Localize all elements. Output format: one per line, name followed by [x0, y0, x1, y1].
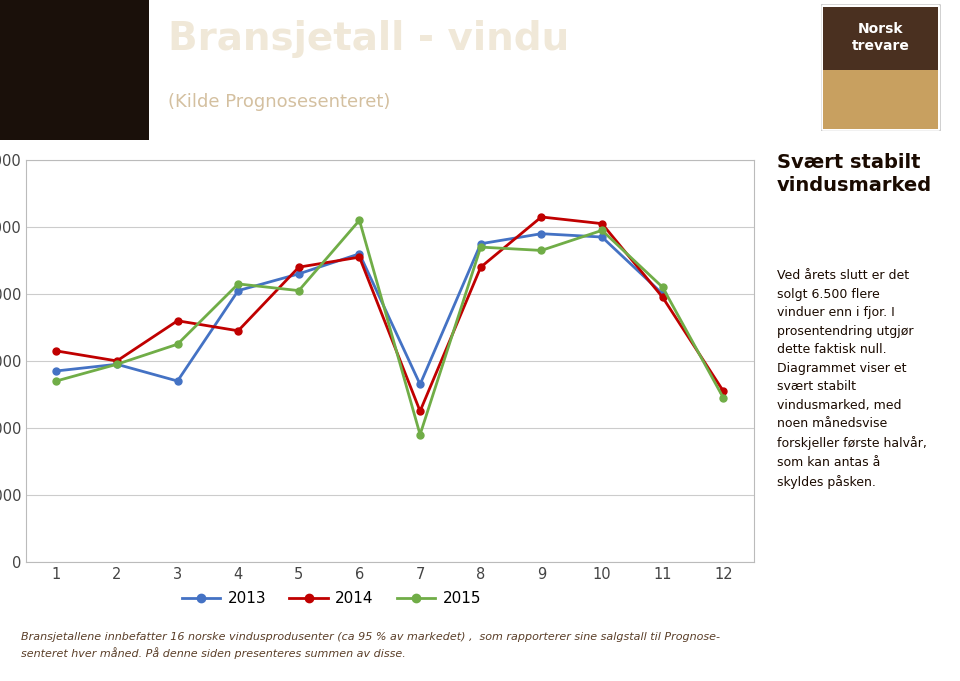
Bar: [823, 7, 938, 70]
Text: Svært stabilt
vindusmarked: Svært stabilt vindusmarked: [777, 153, 932, 195]
Text: (Kilde Prognosesenteret): (Kilde Prognosesenteret): [168, 93, 391, 111]
Bar: [0, 0, 149, 140]
FancyBboxPatch shape: [821, 4, 941, 131]
Legend: 2013, 2014, 2015: 2013, 2014, 2015: [176, 585, 487, 612]
Text: Ved årets slutt er det
solgt 6.500 flere
vinduer enn i fjor. I
prosentendring ut: Ved årets slutt er det solgt 6.500 flere…: [777, 269, 926, 489]
Text: Bransjetallene innbefatter 16 norske vindusprodusenter (ca 95 % av markedet) ,  : Bransjetallene innbefatter 16 norske vin…: [21, 633, 720, 659]
Text: Bransjetall - vindu: Bransjetall - vindu: [168, 20, 569, 58]
Text: Norsk
trevare: Norsk trevare: [852, 22, 910, 53]
Bar: [823, 70, 938, 129]
